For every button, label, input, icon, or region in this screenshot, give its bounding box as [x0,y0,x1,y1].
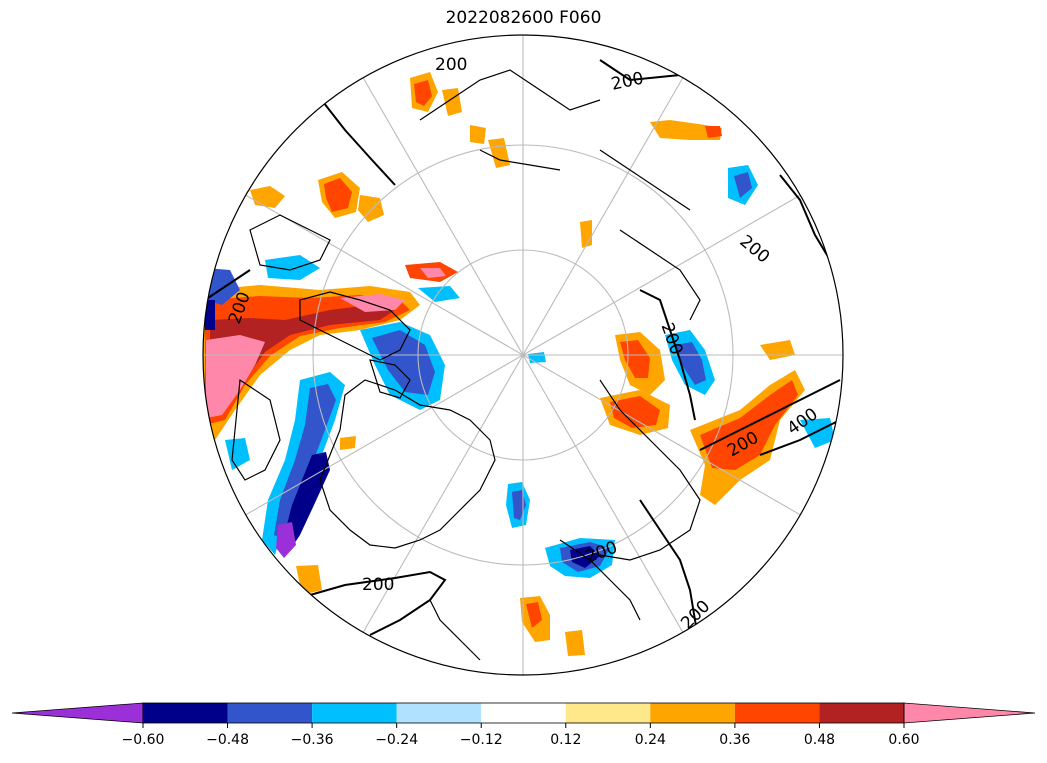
colorbar-segment [650,703,735,723]
colorbar-tick-label: −0.60 [122,732,165,748]
shading-region [324,178,352,212]
colorbar-segment [396,703,482,723]
coastlines [231,69,701,661]
meridian [360,354,524,637]
contour-label: 200 [362,575,394,595]
shading-region [205,268,240,305]
meridian [241,354,524,518]
meridian [522,192,805,356]
shading-region [414,80,432,106]
shading-region [205,300,215,330]
coastline [559,539,641,621]
shading-region [274,384,336,540]
shading-region [420,268,446,278]
colorbar-extend-low [11,702,144,724]
colorbar-tick-label: 0.36 [719,732,750,748]
shading-region [675,342,706,385]
contour-line [639,289,696,421]
colorbar: −0.60 −0.48 −0.36 −0.24 −0.12 0.12 0.24 0.36 0.4… [11,702,1036,748]
coastline [419,69,601,121]
contour-line [204,269,251,301]
colorbar-segment [819,703,904,723]
shading-region [610,396,660,428]
colorbar-segment [143,703,228,723]
colorbar-tick-label: 0.60 [888,732,919,748]
colorbar-segment [312,703,397,723]
colorbar-outline [142,702,905,724]
coastline [369,359,411,399]
shading-region [705,126,722,138]
graticule [203,35,843,675]
colorbar-segment [565,703,651,723]
contour-line [699,379,841,451]
shading-region [650,120,722,140]
meridian [522,354,686,637]
coastline [299,291,411,361]
shading-region [276,522,296,558]
meridian [360,73,524,356]
colorbar-tick-label: −0.24 [375,732,418,748]
shading-region [265,255,320,280]
meridian [522,354,805,518]
coastline [599,149,691,211]
colorbar-tick-label: 0.48 [804,732,835,748]
chart-title: 2022082600 F060 [445,8,602,28]
contour-line [319,97,396,186]
coastline [599,379,701,561]
colorbar-tick-label: −0.48 [206,732,249,748]
shading-region [210,305,395,412]
map-boundary [202,34,844,676]
colorbar-segment [227,703,313,723]
meridian [522,73,686,356]
colorbar-segment [481,703,566,723]
contour-line [759,419,841,456]
shading-region [418,286,460,302]
shading-region [340,436,356,450]
shading-region [358,195,384,222]
shading-region [800,418,835,448]
shading-region [372,330,435,395]
shading-region [565,630,585,656]
coastline [249,214,331,271]
polar-map: 200 200 200 200 200 400 200 200 200 200 [202,34,844,676]
shading-region [470,125,486,144]
colorbar-tick-label: −0.36 [291,732,334,748]
colorbar-tick-label: −0.12 [460,732,503,748]
shading-region [734,172,752,198]
coastline [479,149,561,171]
shading-region [580,220,592,248]
shading-region [206,335,265,418]
colorbar-extend-high [903,702,1036,724]
coastline [429,599,481,661]
shading-region [296,565,322,595]
contour-line [309,570,447,636]
shading-region [283,452,330,550]
coastline [319,379,496,549]
contour-label: 200 [435,55,467,75]
shading-region [526,602,542,628]
colorbar-tick-label: 0.24 [635,732,666,748]
colorbar-tick-label: 0.12 [550,732,581,748]
colorbar-segment [734,703,820,723]
coastline [231,378,281,481]
coastline [619,229,701,321]
shading-region [225,438,250,470]
